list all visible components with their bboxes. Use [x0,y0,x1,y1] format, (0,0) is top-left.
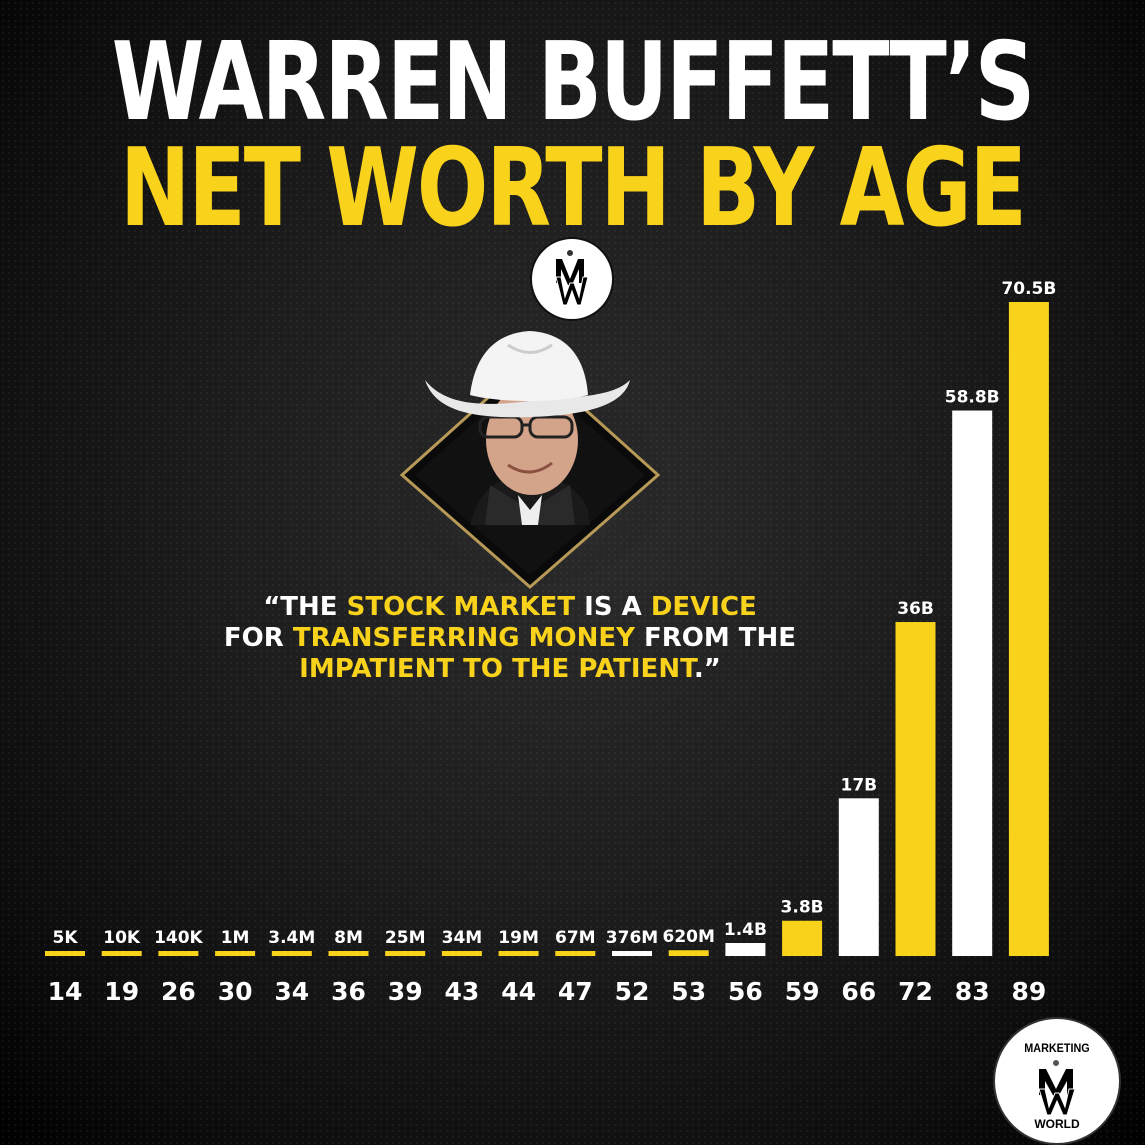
bar-age-39 [385,951,426,956]
x-tick-label: 47 [558,977,593,1006]
data-label: 5K [52,928,78,948]
data-label: 1.4B [724,920,767,940]
x-tick-label: 66 [841,977,876,1006]
x-tick-label: 30 [218,977,253,1006]
mw-monogram-icon [555,250,589,306]
data-label: 1M [221,928,250,948]
x-tick-label: 39 [388,977,423,1006]
data-label: 620M [662,927,714,947]
quote-highlight: TRANSFERRING MONEY [292,623,635,653]
x-tick-label: 44 [501,977,536,1006]
data-label: 70.5B [1001,279,1056,299]
bar-age-14 [45,951,85,956]
bar-age-56 [725,943,766,956]
x-tick-label: 43 [445,977,480,1006]
bar-age-59 [782,920,823,956]
bar-age-26 [158,951,199,956]
x-tick-label: 53 [671,977,706,1006]
cowboy-hat [425,331,630,418]
logo-bottom-text: WORLD [1034,1117,1080,1131]
data-label: 10K [103,928,141,948]
data-label: 34M [442,928,483,948]
bar-age-44 [498,951,539,956]
bar-age-47 [555,951,596,956]
bar-age-72 [895,622,936,956]
bar-age-34 [271,951,312,956]
data-label: 36B [897,599,934,619]
bar-age-89 [1008,302,1049,956]
x-tick-label: 14 [48,977,83,1006]
data-label: 140K [154,928,203,948]
data-label: 17B [840,775,877,795]
x-tick-label: 36 [331,977,366,1006]
bar-age-30 [215,951,256,956]
data-label: 376M [606,928,658,948]
data-label: 19M [498,928,539,948]
x-tick-label: 19 [104,977,139,1006]
data-label: 3.8B [781,898,824,918]
bar-age-52 [612,951,652,956]
x-tick-label: 56 [728,977,763,1006]
x-tick-label: 59 [785,977,820,1006]
x-tick-label: 89 [1012,977,1047,1006]
quote-part: FROM THE [634,623,797,653]
quote-text: “THE STOCK MARKET IS A DEVICE FOR TRANSF… [180,592,840,685]
quote-part: FOR [223,623,293,653]
quote-part: .” [693,654,721,684]
x-tick-label: 34 [274,977,309,1006]
quote-part: IS A [575,592,651,622]
data-label: 58.8B [945,388,1000,408]
data-label: 67M [555,928,596,948]
quote-highlight: STOCK MARKET [346,592,576,622]
data-label: 3.4M [268,928,315,948]
x-tick-label: 72 [898,977,933,1006]
x-tick-label: 83 [955,977,990,1006]
marketing-world-logo: MARKETING WORLD [993,1017,1121,1145]
bar-age-53 [668,950,709,956]
x-tick-label: 26 [161,977,196,1006]
bar-age-36 [328,951,369,956]
portrait-frame [390,325,670,595]
data-label: 25M [385,928,426,948]
quote-highlight: IMPATIENT TO THE PATIENT [299,654,694,684]
bar-age-19 [101,951,142,956]
bar-age-43 [441,951,482,956]
bar-age-66 [838,798,879,956]
data-label: 8M [334,928,363,948]
logo-top-text: MARKETING [1024,1041,1090,1055]
x-tick-label: 52 [615,977,650,1006]
title-line-1: WARREN BUFFETT’S [111,19,1036,145]
mw-badge-logo [530,237,614,321]
bar-age-83 [952,410,993,957]
mw-monogram-icon [1038,1060,1076,1116]
quote-highlight: DEVICE [650,592,757,622]
quote-part: “THE [263,592,347,622]
title-line-2: NET WORTH BY AGE [120,125,1027,251]
